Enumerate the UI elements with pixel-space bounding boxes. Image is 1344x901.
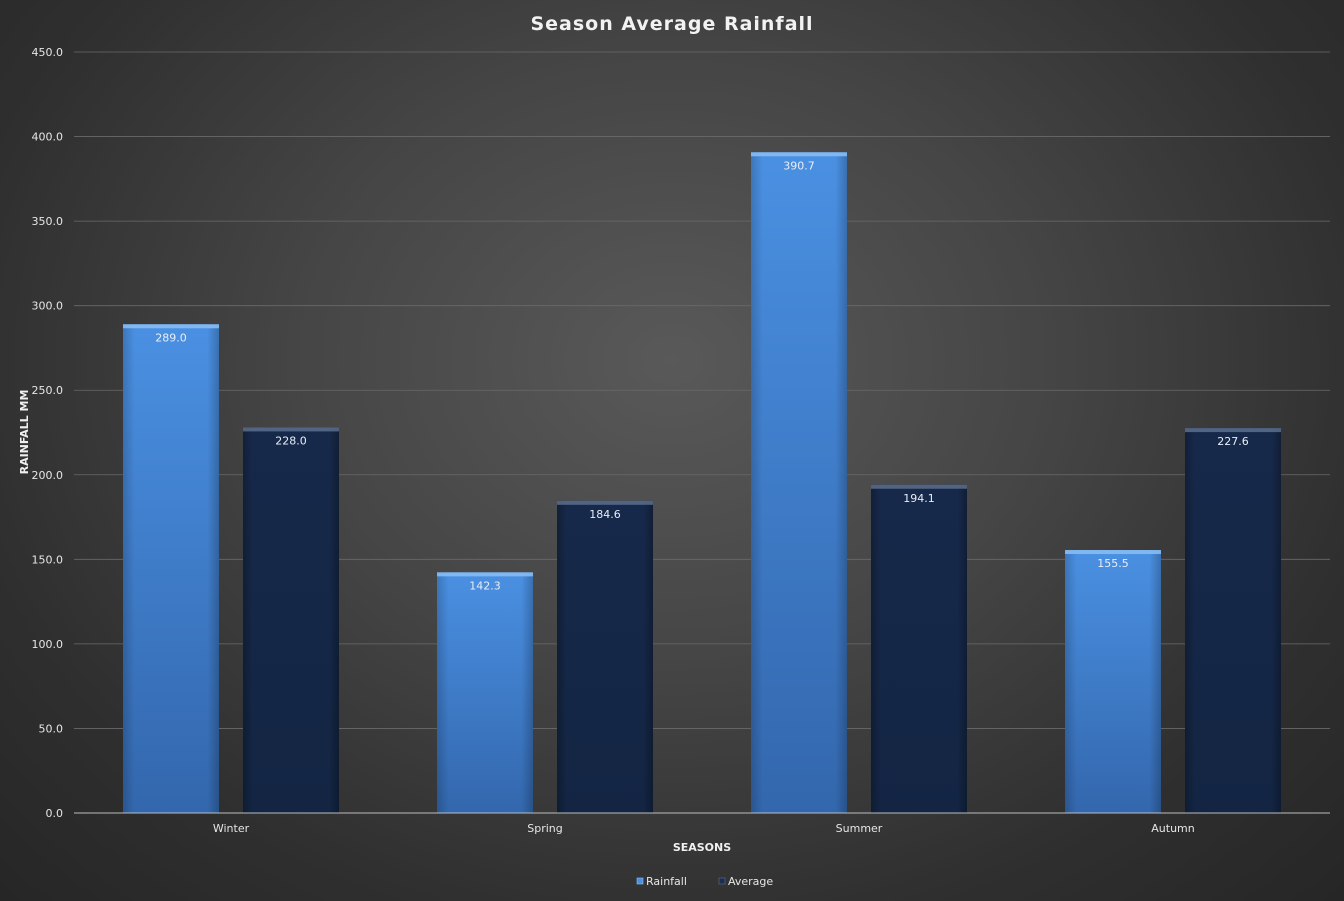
x-tick-label: Summer bbox=[836, 822, 883, 835]
bar-average-spring bbox=[557, 500, 653, 813]
bar-top-bevel bbox=[1065, 550, 1161, 555]
x-tick-label: Spring bbox=[527, 822, 563, 835]
bars bbox=[123, 152, 1281, 813]
y-tick-label: 350.0 bbox=[32, 215, 64, 228]
bar-shading bbox=[123, 324, 219, 813]
x-tick-label: Autumn bbox=[1151, 822, 1194, 835]
bar-shading bbox=[1185, 428, 1281, 813]
data-label: 142.3 bbox=[469, 579, 501, 592]
y-axis-title: RAINFALL MM bbox=[18, 390, 31, 475]
bar-shading bbox=[871, 484, 967, 813]
bar-rainfall-spring bbox=[437, 572, 533, 813]
bar-top-bevel bbox=[557, 500, 653, 505]
bar-top-bevel bbox=[123, 324, 219, 329]
bar-average-winter bbox=[243, 427, 339, 813]
bar-top-bevel bbox=[871, 484, 967, 489]
y-tick-label: 100.0 bbox=[32, 638, 64, 651]
data-label: 390.7 bbox=[783, 159, 815, 172]
legend: Rainfall Average bbox=[636, 875, 773, 888]
data-label: 228.0 bbox=[275, 434, 307, 447]
legend-swatch bbox=[636, 877, 644, 885]
bar-shading bbox=[437, 572, 533, 813]
y-tick-label: 450.0 bbox=[32, 46, 64, 59]
y-tick-label: 150.0 bbox=[32, 553, 64, 566]
legend-item-rainfall: Rainfall bbox=[636, 875, 687, 888]
bar-shading bbox=[557, 500, 653, 813]
bar-top-bevel bbox=[243, 427, 339, 432]
bar-shading bbox=[243, 427, 339, 813]
data-label: 227.6 bbox=[1217, 435, 1249, 448]
data-label: 155.5 bbox=[1097, 557, 1129, 570]
data-labels: 289.0 228.0 142.3 184.6 390.7 194.1 155.5 227.6 bbox=[155, 159, 1249, 592]
y-tick-label: 250.0 bbox=[32, 384, 64, 397]
x-tick-label: Winter bbox=[213, 822, 250, 835]
bar-top-bevel bbox=[437, 572, 533, 577]
bar-rainfall-summer bbox=[751, 152, 847, 813]
legend-item-average: Average bbox=[718, 875, 773, 888]
bar-rainfall-autumn bbox=[1065, 550, 1161, 813]
chart-title: Season Average Rainfall bbox=[530, 13, 813, 35]
bar-average-summer bbox=[871, 484, 967, 813]
legend-label: Rainfall bbox=[646, 875, 687, 888]
y-tick-label: 0.0 bbox=[46, 807, 64, 820]
x-axis-title: SEASONS bbox=[673, 841, 731, 854]
bar-rainfall-winter bbox=[123, 324, 219, 813]
bar-shading bbox=[751, 152, 847, 813]
bar-top-bevel bbox=[1185, 428, 1281, 433]
y-tick-label: 200.0 bbox=[32, 469, 64, 482]
data-label: 289.0 bbox=[155, 331, 187, 344]
legend-label: Average bbox=[728, 875, 773, 888]
data-label: 184.6 bbox=[589, 508, 621, 521]
y-tick-label: 400.0 bbox=[32, 131, 64, 144]
bar-average-autumn bbox=[1185, 428, 1281, 813]
x-axis-tick-labels: Winter Spring Summer Autumn bbox=[213, 822, 1195, 835]
y-axis-tick-labels: 0.0 50.0 100.0 150.0 200.0 250.0 300.0 350.0 400… bbox=[32, 46, 64, 820]
legend-swatch bbox=[718, 877, 726, 885]
y-tick-label: 50.0 bbox=[39, 722, 64, 735]
data-label: 194.1 bbox=[903, 492, 935, 505]
y-tick-label: 300.0 bbox=[32, 300, 64, 313]
bar-shading bbox=[1065, 550, 1161, 813]
bar-top-bevel bbox=[751, 152, 847, 157]
